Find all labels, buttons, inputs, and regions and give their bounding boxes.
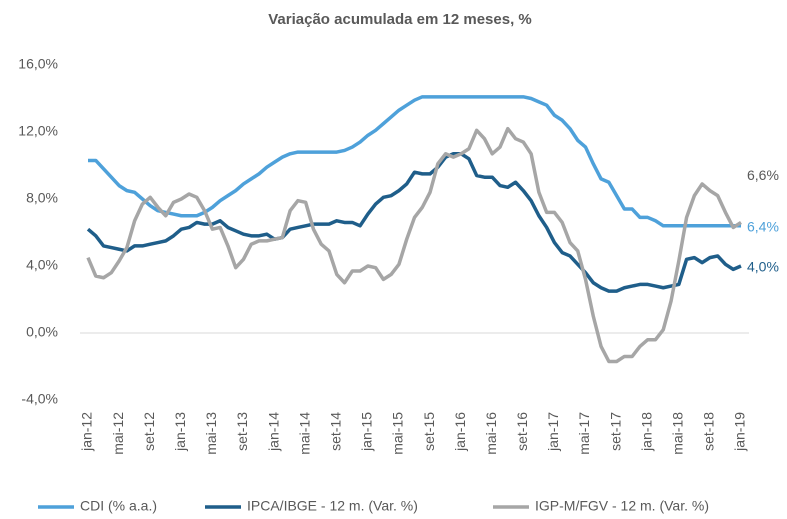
- y-tick-label: 4,0%: [26, 257, 58, 273]
- x-tick-label: set-18: [701, 412, 717, 451]
- data-label: 6,4%: [747, 219, 779, 235]
- x-tick-label: mai-12: [110, 412, 126, 455]
- y-tick-label: 16,0%: [18, 56, 58, 72]
- x-tick-label: set-14: [327, 412, 343, 451]
- x-tick-label: set-13: [234, 412, 250, 451]
- x-tick-label: jan-19: [732, 412, 748, 452]
- legend-label: IGP-M/FGV - 12 m. (Var. %): [535, 498, 709, 514]
- x-tick-label: mai-15: [390, 412, 406, 455]
- x-tick-label: mai-13: [203, 412, 219, 455]
- x-tick-label: mai-14: [296, 412, 312, 455]
- chart-title: Variação acumulada em 12 meses, %: [268, 11, 532, 28]
- x-tick-label: jan-18: [638, 412, 654, 452]
- x-tick-label: jan-12: [79, 412, 95, 452]
- y-tick-label: 8,0%: [26, 190, 58, 206]
- x-tick-label: mai-18: [670, 412, 686, 455]
- series-line: [88, 95, 741, 228]
- y-tick-label: 12,0%: [18, 123, 58, 139]
- x-tick-label: jan-17: [545, 412, 561, 452]
- x-tick-label: set-12: [141, 412, 157, 451]
- legend-label: IPCA/IBGE - 12 m. (Var. %): [247, 498, 418, 514]
- x-tick-label: jan-13: [172, 412, 188, 452]
- data-label: 4,0%: [747, 259, 779, 275]
- y-tick-label: 0,0%: [26, 324, 58, 340]
- data-label: 6,6%: [747, 167, 779, 183]
- x-tick-label: mai-16: [483, 412, 499, 455]
- x-tick-label: set-16: [514, 412, 530, 451]
- x-tick-label: set-17: [607, 412, 623, 451]
- x-tick-label: mai-17: [576, 412, 592, 455]
- x-tick-label: jan-15: [359, 412, 375, 452]
- series-line: [86, 152, 742, 293]
- legend-label: CDI (% a.a.): [80, 498, 157, 514]
- x-tick-label: jan-14: [265, 412, 281, 452]
- x-tick-label: jan-16: [452, 412, 468, 452]
- series-line: [86, 126, 742, 364]
- x-tick-label: set-15: [421, 412, 437, 451]
- y-tick-label: -4,0%: [21, 391, 58, 407]
